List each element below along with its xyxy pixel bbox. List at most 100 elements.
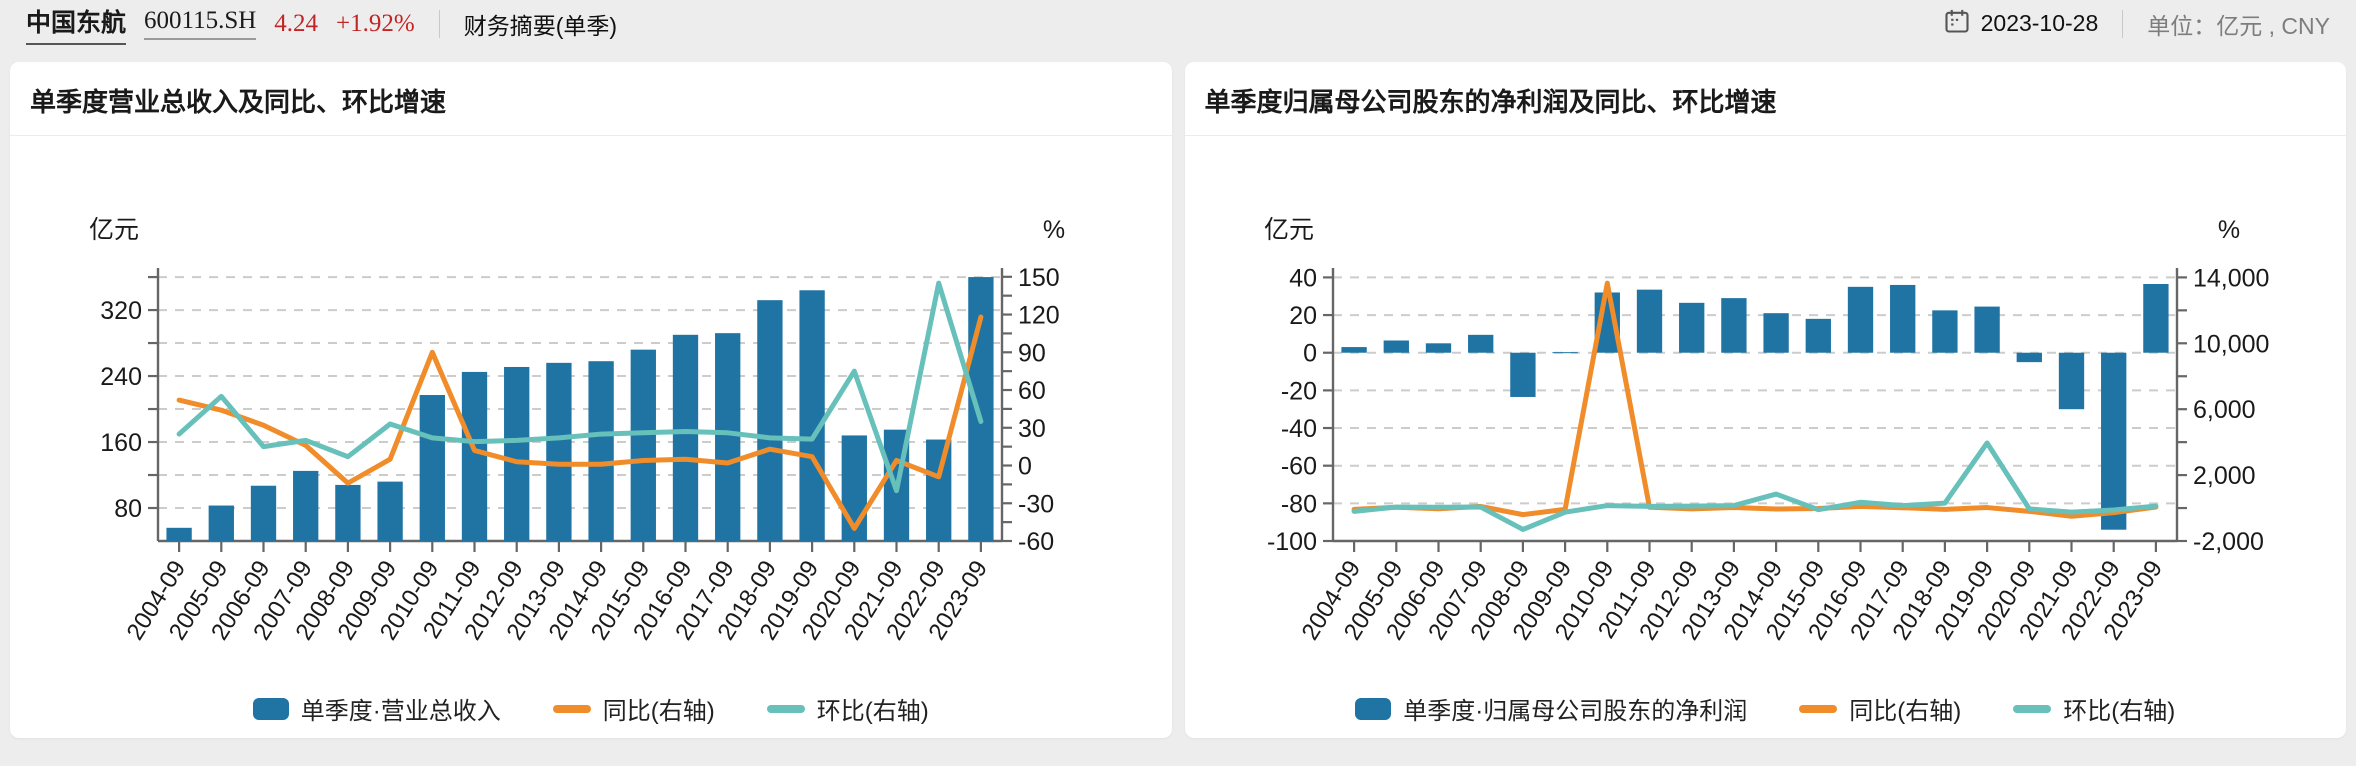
bar-2011-09[interactable] [1636, 289, 1662, 353]
right-axis-label: -60 [1018, 528, 1054, 556]
bar-2008-09[interactable] [335, 484, 361, 541]
line-同比(右轴)[interactable] [1351, 280, 2158, 519]
left-axis-label: -80 [1280, 490, 1316, 518]
bar-2022-09[interactable] [2100, 352, 2126, 530]
bar-2015-09[interactable] [630, 349, 656, 541]
legend-label: 环比(右轴) [816, 698, 929, 725]
bar-2019-09[interactable] [1973, 306, 2000, 353]
bar-2011-09[interactable] [461, 371, 488, 541]
bar-2015-09[interactable] [1805, 318, 1831, 353]
legend-item[interactable]: 单季度·营业总收入 [252, 691, 501, 726]
bar-2017-09[interactable] [715, 333, 741, 541]
bar-2012-09[interactable] [504, 366, 530, 541]
left-axis-label: 320 [100, 297, 142, 325]
legend-label: 同比(右轴) [602, 698, 715, 725]
bar-2006-09[interactable] [1425, 343, 1451, 353]
legend-item[interactable]: 单季度·归属母公司股东的净利润 [1355, 691, 1747, 726]
right-axis-label: 14,000 [2193, 264, 2269, 292]
legend-label: 单季度·营业总收入 [300, 698, 501, 725]
right-axis-label: -2,000 [2193, 528, 2264, 556]
bar-2005-09[interactable] [1383, 340, 1409, 353]
legend-label: 单季度·归属母公司股东的净利润 [1403, 698, 1748, 725]
legend-item[interactable]: 同比(右轴) [1799, 691, 1961, 726]
bar-2007-09[interactable] [293, 470, 319, 541]
right-axis-label: 60 [1018, 377, 1046, 405]
right-axis-unit: % [2217, 216, 2239, 244]
left-axis-label: 40 [1289, 264, 1317, 292]
left-axis-label: 80 [114, 495, 142, 523]
left-axis-label: -20 [1280, 377, 1316, 405]
left-axis-label: -40 [1280, 415, 1316, 443]
left-axis-label: 0 [1303, 340, 1317, 368]
bar-2005-09[interactable] [208, 505, 234, 541]
legend-label: 同比(右轴) [1849, 698, 1962, 725]
card-revenue-chart: 单季度营业总收入及同比、环比增速 320 240 160 80 150 120 90 60 30… [10, 62, 1172, 738]
header-divider-2 [2122, 9, 2124, 38]
bar-2004-09[interactable] [166, 527, 192, 541]
page-title: 财务摘要(单季) [463, 12, 618, 39]
card-netprofit-chart: 单季度归属母公司股东的净利润及同比、环比增速 40 20 0 -20 -40 -60 -80… [1184, 62, 2347, 738]
report-date[interactable]: 2023-10-28 [1980, 10, 2099, 36]
left-axis-label: 20 [1289, 302, 1317, 330]
right-axis-label: 120 [1018, 302, 1060, 330]
top-header: 中国东航 600115.SH 4.24 +1.92% 财务摘要(单季) 2023… [0, 0, 2356, 45]
stock-name[interactable]: 中国东航 [26, 3, 127, 45]
bar-2013-09[interactable] [1720, 298, 1747, 353]
unit-value: 亿元 , CNY [2216, 12, 2330, 39]
bar-2004-09[interactable] [1340, 347, 1367, 353]
left-axis-label: -60 [1280, 453, 1316, 481]
bar-2020-09[interactable] [2016, 352, 2042, 363]
right-axis-label: 2,000 [2193, 462, 2256, 490]
legend-item[interactable]: 环比(右轴) [766, 691, 929, 726]
right-axis-label: 90 [1018, 339, 1046, 367]
left-axis-unit: 亿元 [89, 216, 139, 244]
left-axis-label: 160 [100, 429, 142, 457]
bar-2010-09[interactable] [419, 395, 445, 541]
stock-code[interactable]: 600115.SH [144, 7, 257, 40]
unit-label: 单位： [2147, 12, 2217, 39]
bar-2006-09[interactable] [250, 485, 277, 541]
revenue-chart: 320 240 160 80 150 120 90 60 30 0 -30 -60 亿元% 2004-09… [10, 136, 1172, 726]
unit-info: 单位：亿元 , CNY [2147, 7, 2330, 41]
legend-line-swatch [766, 704, 805, 713]
legend-item[interactable]: 同比(右轴) [552, 691, 715, 726]
bar-2013-09[interactable] [546, 362, 572, 541]
bar-2009-09[interactable] [1551, 352, 1578, 354]
right-axis-label: 150 [1018, 264, 1060, 292]
right-axis-label: 10,000 [2193, 330, 2269, 358]
bar-2019-09[interactable] [799, 290, 825, 541]
bar-2008-09[interactable] [1509, 352, 1536, 397]
line-同比(右轴)[interactable] [176, 314, 984, 531]
netprofit-chart: 40 20 0 -20 -40 -60 -80 -100 14,000 10,000 6,000 2,… [1185, 136, 2347, 726]
line-环比(右轴)[interactable] [176, 280, 984, 494]
left-axis-label: -100 [1266, 528, 1316, 556]
bar-2012-09[interactable] [1678, 302, 1704, 353]
bar-2007-09[interactable] [1467, 334, 1493, 353]
right-axis-unit: % [1043, 216, 1065, 244]
bar-2014-09[interactable] [1762, 313, 1789, 353]
legend-line-swatch [552, 704, 591, 713]
right-axis-label: -30 [1018, 490, 1054, 518]
bar-2021-09[interactable] [2058, 352, 2084, 410]
chart-title-netprofit: 单季度归属母公司股东的净利润及同比、环比增速 [1184, 62, 2346, 136]
bar-2016-09[interactable] [672, 334, 699, 541]
bar-2017-09[interactable] [1889, 284, 1915, 353]
bar-2018-09[interactable] [1931, 310, 1958, 353]
bar-2014-09[interactable] [588, 361, 614, 541]
bar-2009-09[interactable] [377, 481, 403, 541]
netprofit-chart-legend: 单季度·归属母公司股东的净利润 同比(右轴) 环比(右轴) [1185, 691, 2347, 726]
date-picker[interactable]: 2023-10-28 [1943, 7, 2099, 40]
charts-container: 单季度营业总收入及同比、环比增速 320 240 160 80 150 120 90 60 30… [0, 62, 2356, 738]
bar-2018-09[interactable] [757, 300, 783, 541]
bar-2016-09[interactable] [1847, 286, 1873, 353]
stock-price: 4.24 [274, 9, 319, 37]
header-divider [438, 9, 440, 38]
legend-item[interactable]: 环比(右轴) [2013, 691, 2175, 726]
calendar-icon [1943, 7, 1971, 40]
bar-2022-09[interactable] [926, 439, 952, 541]
bar-2023-09[interactable] [2142, 284, 2169, 353]
netprofit-chart-svg: 40 20 0 -20 -40 -60 -80 -100 14,000 10,000 6,000 2,… [1263, 216, 2269, 645]
bar-2020-09[interactable] [841, 435, 867, 541]
line-环比(右轴)[interactable] [1351, 440, 2158, 532]
